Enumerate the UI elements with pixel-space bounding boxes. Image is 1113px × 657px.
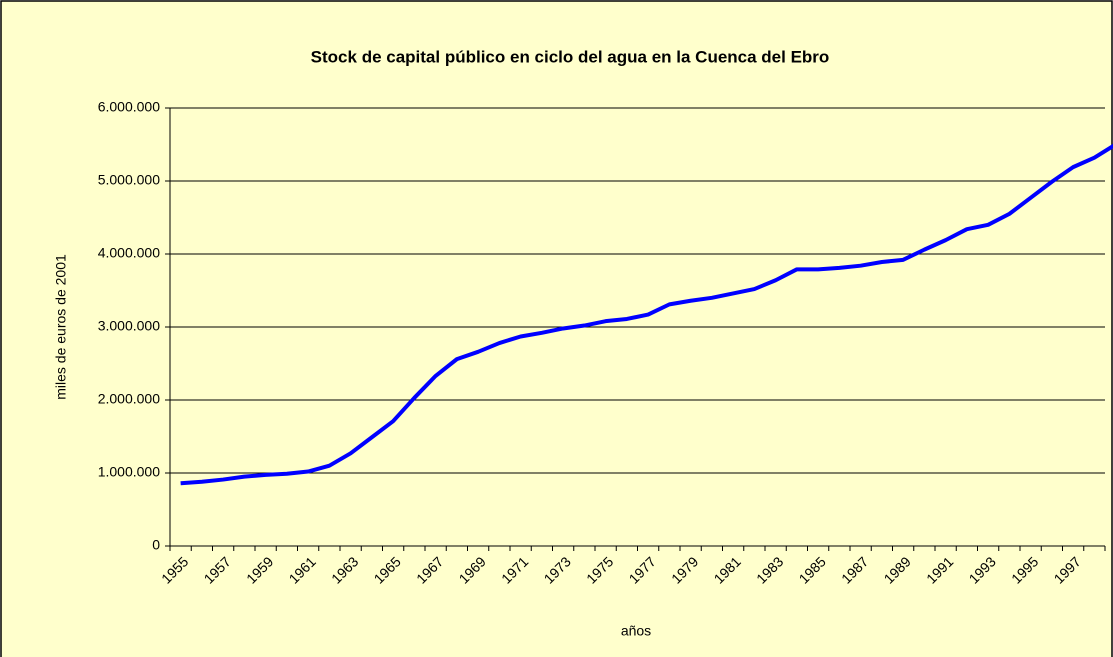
y-tick-label: 4.000.000	[98, 245, 160, 261]
y-tick-label: 2.000.000	[98, 391, 160, 407]
y-tick-label: 0	[152, 537, 160, 553]
line-series	[180, 143, 1113, 486]
x-axis-label: años	[621, 623, 651, 639]
y-tick-label: 5.000.000	[98, 172, 160, 188]
y-tick-label: 1.000.000	[98, 464, 160, 480]
y-axis-label: miles de euros de 2001	[53, 254, 69, 400]
y-tick-label: 3.000.000	[98, 318, 160, 334]
y-tick-label: 6.000.000	[98, 99, 160, 115]
chart-title: Stock de capital público en ciclo del ag…	[311, 47, 830, 66]
